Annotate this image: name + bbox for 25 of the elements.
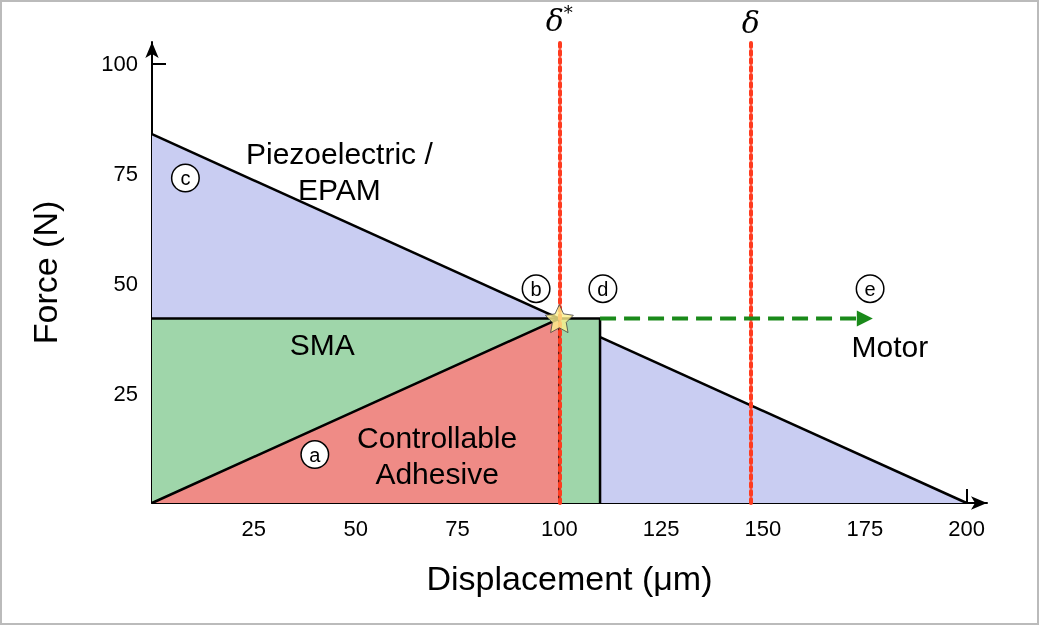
x-tick-label: 200 xyxy=(948,515,985,541)
legend-label: Piezoelectric / EPAM xyxy=(245,136,434,206)
y-tick-label: 50 xyxy=(113,270,138,296)
x-tick-label: 50 xyxy=(343,515,368,541)
x-tick-label: 75 xyxy=(445,515,470,541)
ref-line-label: δ* xyxy=(545,1,573,38)
x-tick-label: 125 xyxy=(642,515,680,541)
y-axis-title: Force (N) xyxy=(26,200,64,345)
x-tick-label: 150 xyxy=(744,515,782,541)
x-tick-label: 100 xyxy=(540,515,578,541)
x-axis-title: Displacement (μm) xyxy=(426,559,713,597)
annotation: b xyxy=(530,277,542,300)
annotation: d xyxy=(597,277,609,300)
y-tick-label: 75 xyxy=(113,161,138,187)
annotation: c xyxy=(180,166,191,189)
y-tick-label: 25 xyxy=(113,380,138,406)
x-tick-label: 175 xyxy=(846,515,884,541)
annotation: a xyxy=(309,443,322,466)
series-label: Motor xyxy=(851,330,929,364)
series-label: SMA xyxy=(289,327,355,361)
legend-label: Controllable Adhesive xyxy=(357,420,518,490)
annotation: e xyxy=(864,277,876,300)
x-tick-label: 25 xyxy=(241,515,267,541)
y-tick-label: 100 xyxy=(101,51,138,77)
ref-line-label: δ xyxy=(741,4,760,40)
